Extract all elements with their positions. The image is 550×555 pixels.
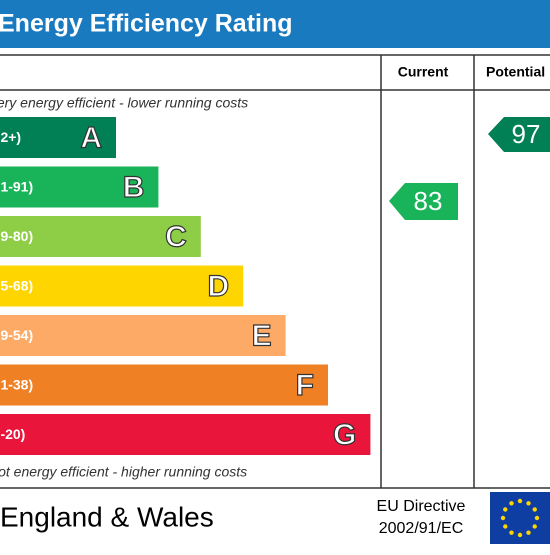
- band-range: (21-38): [0, 377, 33, 393]
- band-bar: [0, 166, 159, 208]
- band-range: (39-54): [0, 327, 33, 343]
- band-range: (1-20): [0, 426, 25, 442]
- directive: EU Directive: [377, 498, 466, 515]
- bands: (92+) A (81-91) B (69-80) C (55-68) D (39-54) E (2…: [0, 117, 371, 455]
- band-bar: [0, 117, 116, 158]
- region: England & Wales: [0, 501, 214, 532]
- eu-stars: [500, 498, 540, 538]
- eu-star: [526, 501, 531, 506]
- band-range: (81-91): [0, 179, 33, 195]
- eu-star: [534, 515, 540, 521]
- top-note: Very energy efficient - lower running co…: [0, 95, 248, 111]
- bottom-note: Not energy efficient - higher running co…: [0, 464, 247, 480]
- band-letter: C: [165, 220, 187, 253]
- potential-value: 97: [512, 119, 541, 149]
- current-header: Current: [398, 64, 449, 80]
- eu-star: [503, 524, 508, 529]
- eu-star: [500, 515, 506, 521]
- band-range: (69-80): [0, 228, 33, 244]
- title: Energy Efficiency Rating: [0, 10, 293, 38]
- eu-star: [503, 507, 508, 512]
- current-value: 83: [414, 186, 443, 216]
- frame: [0, 54, 550, 489]
- potential-arrow: 97: [488, 117, 550, 152]
- title-bar: [0, 0, 550, 48]
- band-range: (55-68): [0, 278, 33, 294]
- current-arrow: 83: [389, 183, 458, 220]
- band-bar: [0, 265, 244, 307]
- band-letter: F: [296, 369, 314, 402]
- band-range: (92+): [0, 129, 21, 145]
- eu-star: [532, 524, 537, 529]
- band-bar: [0, 216, 201, 257]
- current-arrow-shape: [389, 183, 458, 220]
- band-bar: [0, 315, 286, 356]
- band-letter: B: [123, 171, 145, 204]
- eu-star: [532, 507, 537, 512]
- band-letter: D: [208, 270, 230, 303]
- eu-star: [509, 530, 514, 535]
- band-bar: [0, 414, 371, 455]
- eu-star: [517, 498, 523, 504]
- band-letter: E: [252, 319, 272, 352]
- eu-star: [517, 532, 523, 538]
- potential-header: Potential: [486, 64, 545, 80]
- eu-star: [526, 530, 531, 535]
- directive-code: 2002/91/EC: [379, 520, 464, 537]
- band-bar: [0, 364, 328, 406]
- potential-arrow-shape: [488, 117, 550, 152]
- eu-star: [509, 501, 514, 506]
- band-letter: G: [333, 418, 356, 451]
- band-letter: A: [80, 121, 102, 154]
